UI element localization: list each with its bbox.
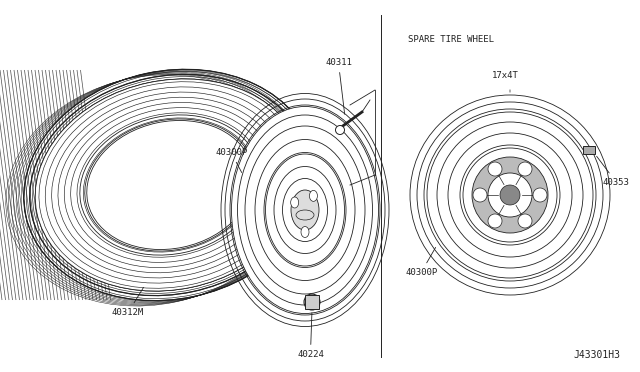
Ellipse shape xyxy=(291,190,319,230)
Ellipse shape xyxy=(87,121,253,250)
Ellipse shape xyxy=(232,106,378,314)
Circle shape xyxy=(533,188,547,202)
Circle shape xyxy=(500,185,520,205)
Text: 40312M: 40312M xyxy=(112,287,144,317)
Ellipse shape xyxy=(266,154,344,266)
Text: 40353: 40353 xyxy=(596,156,630,187)
Text: 40224: 40224 xyxy=(297,313,324,359)
Ellipse shape xyxy=(309,190,317,201)
Ellipse shape xyxy=(335,125,344,135)
Circle shape xyxy=(518,162,532,176)
Circle shape xyxy=(488,173,532,217)
Circle shape xyxy=(472,157,548,233)
FancyBboxPatch shape xyxy=(305,295,319,309)
Circle shape xyxy=(427,112,593,278)
Ellipse shape xyxy=(88,122,252,248)
Circle shape xyxy=(488,214,502,228)
Text: 17x4T: 17x4T xyxy=(492,71,518,80)
Circle shape xyxy=(473,188,487,202)
Text: J43301H3: J43301H3 xyxy=(573,350,620,360)
Text: 40300P: 40300P xyxy=(215,148,247,173)
Ellipse shape xyxy=(35,79,305,291)
Ellipse shape xyxy=(304,294,320,310)
FancyBboxPatch shape xyxy=(583,146,595,154)
Text: 40300P: 40300P xyxy=(405,247,437,277)
Circle shape xyxy=(518,214,532,228)
Ellipse shape xyxy=(37,81,303,289)
Text: SPARE TIRE WHEEL: SPARE TIRE WHEEL xyxy=(408,35,494,44)
Ellipse shape xyxy=(301,227,309,237)
Circle shape xyxy=(463,148,557,242)
Text: 40311: 40311 xyxy=(325,58,352,114)
Ellipse shape xyxy=(291,197,299,208)
Circle shape xyxy=(488,162,502,176)
